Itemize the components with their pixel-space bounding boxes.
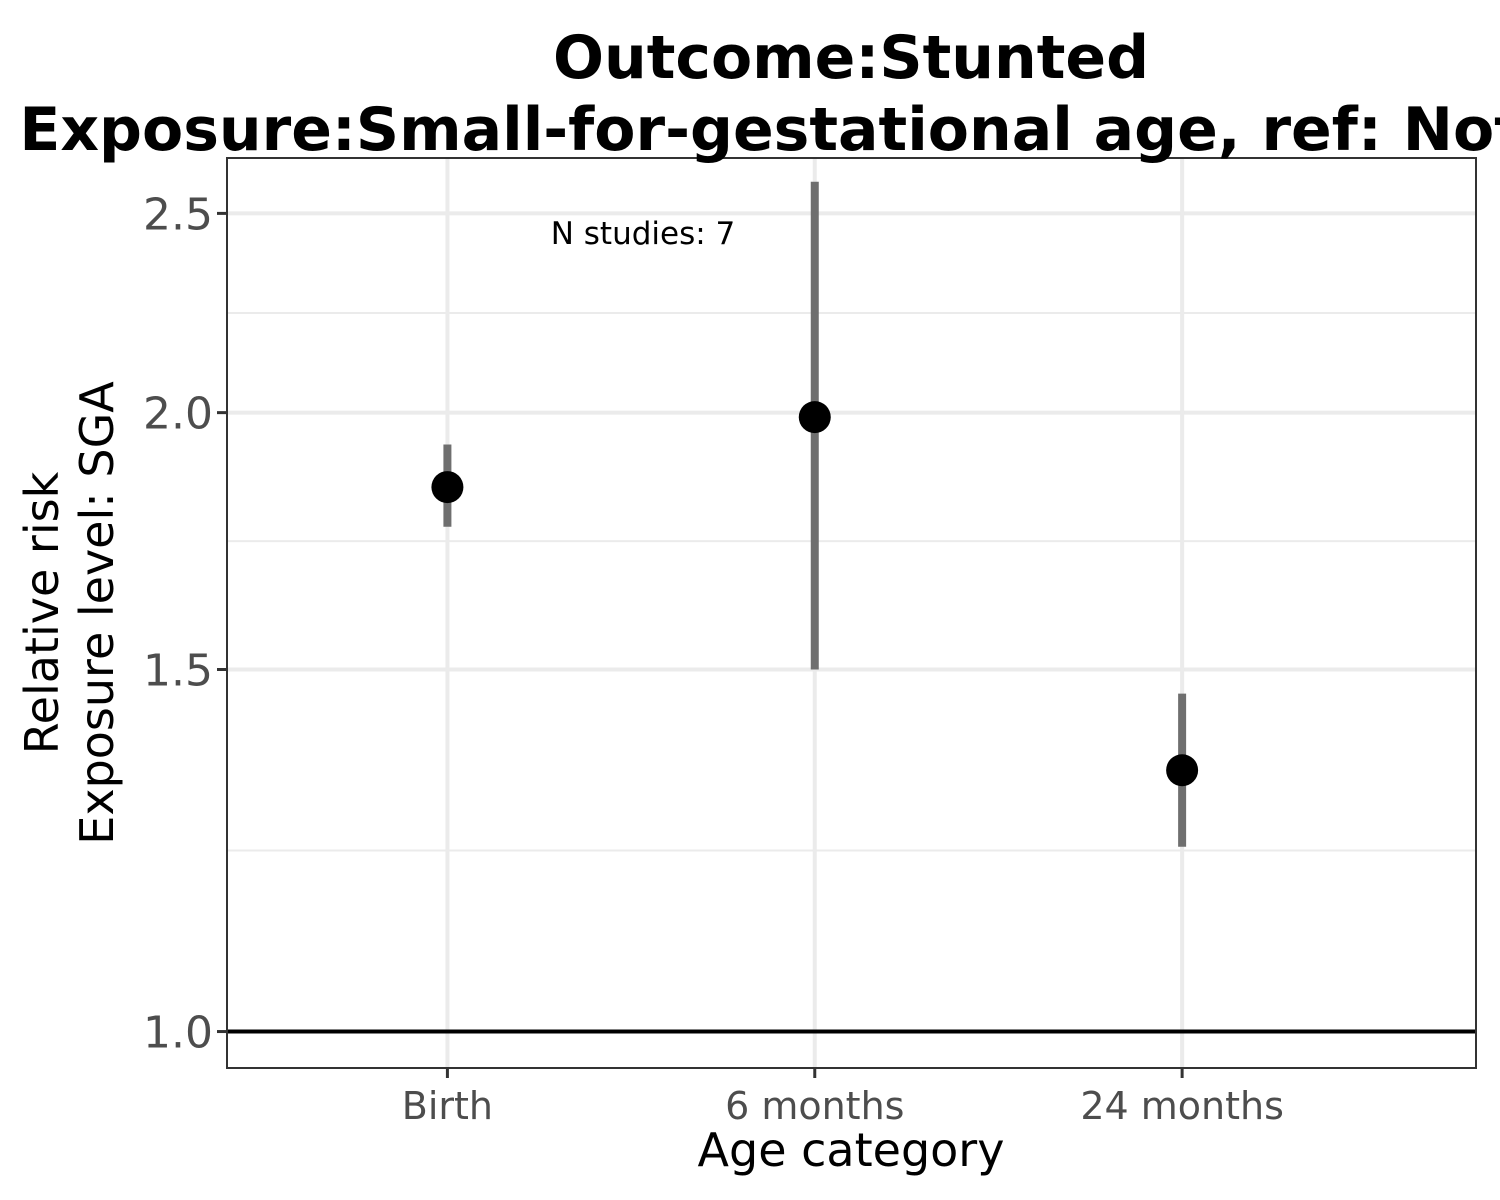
estimate-point [798, 401, 831, 434]
y-tick-label: 2.0 [143, 389, 213, 440]
estimate-point [431, 471, 464, 504]
x-tick-label: Birth [402, 1084, 493, 1128]
x-axis-ticks: Birth 6 months 24 months [402, 1068, 1284, 1128]
y-axis-title-line1: Relative risk [15, 471, 69, 754]
chart-subtitle: Exposure:Small-for-gestational age, ref:… [19, 95, 1500, 165]
x-tick-label: 24 months [1080, 1084, 1284, 1128]
y-tick-label: 2.5 [143, 189, 213, 240]
plot-panel-border [226, 157, 1477, 1069]
y-axis-ticks: 1.0 1.5 2.0 2.5 [143, 189, 227, 1059]
estimate-points [431, 401, 1199, 787]
y-tick-label: 1.5 [143, 646, 213, 697]
x-tick-label: 6 months [725, 1084, 904, 1128]
x-axis-title: Age category [698, 1123, 1005, 1177]
y-tick-label: 1.0 [143, 1008, 213, 1059]
n-studies-annotation: N studies: 7 [551, 216, 736, 252]
y-axis-title-line2: Exposure level: SGA [70, 381, 124, 845]
grid-lines [227, 158, 1476, 1068]
estimate-point [1166, 754, 1199, 787]
chart-title: Outcome:Stunted [553, 23, 1149, 93]
